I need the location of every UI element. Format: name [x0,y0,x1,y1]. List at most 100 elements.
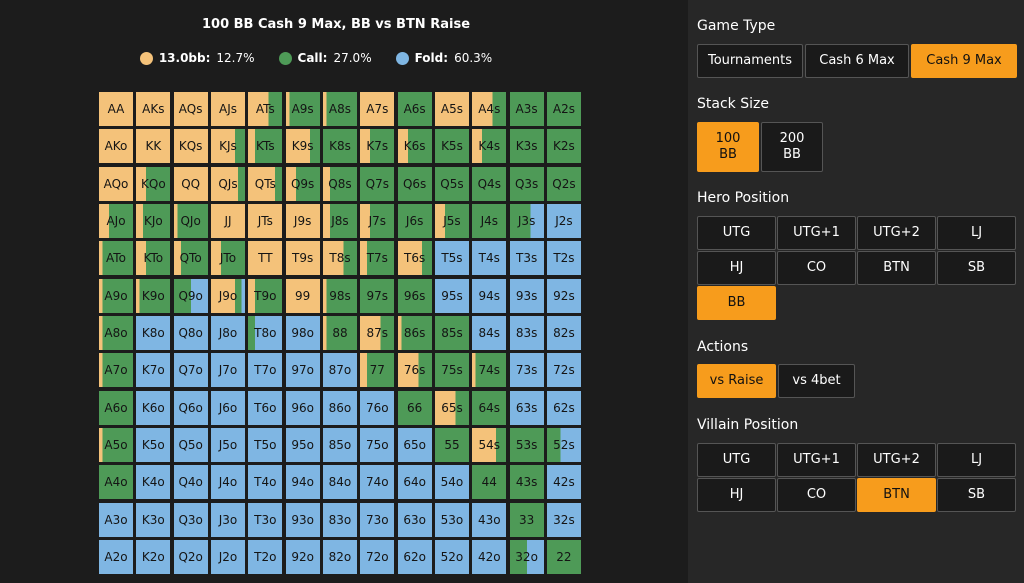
hand-cell-62s[interactable]: 62s [546,390,581,425]
hand-cell-J2o[interactable]: J2o [210,539,245,574]
hand-cell-Q3o[interactable]: Q3o [173,502,208,537]
hand-cell-T8o[interactable]: T8o [248,315,283,350]
hand-cell-83s[interactable]: 83s [509,315,544,350]
hand-cell-A9s[interactable]: A9s [285,92,320,126]
hand-cell-A2s[interactable]: A2s [546,92,581,126]
hand-cell-72s[interactable]: 72s [546,353,581,388]
villain-position-utgplus2[interactable]: UTG+2 [857,443,936,477]
hand-cell-65s[interactable]: 65s [434,390,469,425]
hand-cell-K8o[interactable]: K8o [136,315,171,350]
hand-cell-54o[interactable]: 54o [434,465,469,500]
hand-cell-A4o[interactable]: A4o [99,465,133,500]
hand-cell-43s[interactable]: 43s [509,465,544,500]
hand-cell-Q2s[interactable]: Q2s [546,166,581,201]
hand-cell-A3o[interactable]: A3o [99,502,133,537]
hand-cell-A6s[interactable]: A6s [397,92,432,126]
hand-cell-A2o[interactable]: A2o [99,539,133,574]
game-type-option-tournaments[interactable]: Tournaments [697,44,803,78]
stack-size-option-200bb[interactable]: 200 BB [761,122,823,172]
hand-cell-K5s[interactable]: K5s [434,129,469,164]
hand-cell-32s[interactable]: 32s [546,502,581,537]
hand-cell-A6o[interactable]: A6o [99,390,133,425]
hand-cell-AA[interactable]: AA [99,92,133,126]
hand-cell-86o[interactable]: 86o [322,390,357,425]
hand-cell-T5o[interactable]: T5o [248,427,283,462]
hand-cell-J4o[interactable]: J4o [210,465,245,500]
hand-cell-88[interactable]: 88 [322,315,357,350]
hand-cell-Q9o[interactable]: Q9o [173,278,208,313]
hand-cell-K9o[interactable]: K9o [136,278,171,313]
hand-cell-54s[interactable]: 54s [472,427,507,462]
hand-cell-ATs[interactable]: ATs [248,92,283,126]
hand-cell-97o[interactable]: 97o [285,353,320,388]
villain-position-hj[interactable]: HJ [697,478,776,512]
hand-cell-J7s[interactable]: J7s [360,203,395,238]
hand-cell-A4s[interactable]: A4s [472,92,507,126]
hand-cell-JTs[interactable]: JTs [248,203,283,238]
hand-cell-Q8s[interactable]: Q8s [322,166,357,201]
hero-position-co[interactable]: CO [777,251,856,285]
hand-cell-Q7s[interactable]: Q7s [360,166,395,201]
hand-cell-AJo[interactable]: AJo [99,203,133,238]
hand-cell-K6o[interactable]: K6o [136,390,171,425]
hand-cell-T4s[interactable]: T4s [472,241,507,276]
hand-cell-QTo[interactable]: QTo [173,241,208,276]
hand-cell-52s[interactable]: 52s [546,427,581,462]
hand-cell-K3o[interactable]: K3o [136,502,171,537]
hand-cell-AQo[interactable]: AQo [99,166,133,201]
hand-cell-T2s[interactable]: T2s [546,241,581,276]
hand-cell-J3o[interactable]: J3o [210,502,245,537]
hand-cell-53s[interactable]: 53s [509,427,544,462]
hand-cell-64o[interactable]: 64o [397,465,432,500]
hand-cell-A3s[interactable]: A3s [509,92,544,126]
villain-position-btn[interactable]: BTN [857,478,936,512]
hand-cell-K9s[interactable]: K9s [285,129,320,164]
hand-cell-A7s[interactable]: A7s [360,92,395,126]
hand-cell-74s[interactable]: 74s [472,353,507,388]
hand-cell-Q4o[interactable]: Q4o [173,465,208,500]
hand-cell-A5s[interactable]: A5s [434,92,469,126]
hand-cell-22[interactable]: 22 [546,539,581,574]
hand-cell-T8s[interactable]: T8s [322,241,357,276]
hand-cell-KQs[interactable]: KQs [173,129,208,164]
hand-cell-63o[interactable]: 63o [397,502,432,537]
hand-cell-53o[interactable]: 53o [434,502,469,537]
hand-cell-A9o[interactable]: A9o [99,278,133,313]
hand-cell-QJs[interactable]: QJs [210,166,245,201]
hand-cell-T7o[interactable]: T7o [248,353,283,388]
hand-cell-86s[interactable]: 86s [397,315,432,350]
hand-cell-55[interactable]: 55 [434,427,469,462]
hand-cell-66[interactable]: 66 [397,390,432,425]
hand-cell-33[interactable]: 33 [509,502,544,537]
hero-position-sb[interactable]: SB [937,251,1016,285]
hand-cell-64s[interactable]: 64s [472,390,507,425]
hand-cell-T3s[interactable]: T3s [509,241,544,276]
hand-cell-A8o[interactable]: A8o [99,315,133,350]
hand-cell-84o[interactable]: 84o [322,465,357,500]
hand-cell-T7s[interactable]: T7s [360,241,395,276]
hand-cell-J2s[interactable]: J2s [546,203,581,238]
hand-cell-JJ[interactable]: JJ [210,203,245,238]
hand-cell-Q5o[interactable]: Q5o [173,427,208,462]
hand-cell-JTo[interactable]: JTo [210,241,245,276]
hand-cell-T6s[interactable]: T6s [397,241,432,276]
hand-cell-Q2o[interactable]: Q2o [173,539,208,574]
hand-cell-J9s[interactable]: J9s [285,203,320,238]
hand-cell-J6s[interactable]: J6s [397,203,432,238]
game-type-option-cash-9-max[interactable]: Cash 9 Max [911,44,1017,78]
hand-cell-A8s[interactable]: A8s [322,92,357,126]
hero-position-utgplus1[interactable]: UTG+1 [777,216,856,250]
hand-cell-73s[interactable]: 73s [509,353,544,388]
villain-position-lj[interactable]: LJ [937,443,1016,477]
hand-cell-A7o[interactable]: A7o [99,353,133,388]
hand-cell-77[interactable]: 77 [360,353,395,388]
hand-cell-K7s[interactable]: K7s [360,129,395,164]
hand-cell-J8o[interactable]: J8o [210,315,245,350]
hand-cell-96s[interactable]: 96s [397,278,432,313]
hand-cell-K4o[interactable]: K4o [136,465,171,500]
hand-cell-52o[interactable]: 52o [434,539,469,574]
hand-cell-KTs[interactable]: KTs [248,129,283,164]
villain-position-co[interactable]: CO [777,478,856,512]
hand-cell-K5o[interactable]: K5o [136,427,171,462]
hand-cell-63s[interactable]: 63s [509,390,544,425]
